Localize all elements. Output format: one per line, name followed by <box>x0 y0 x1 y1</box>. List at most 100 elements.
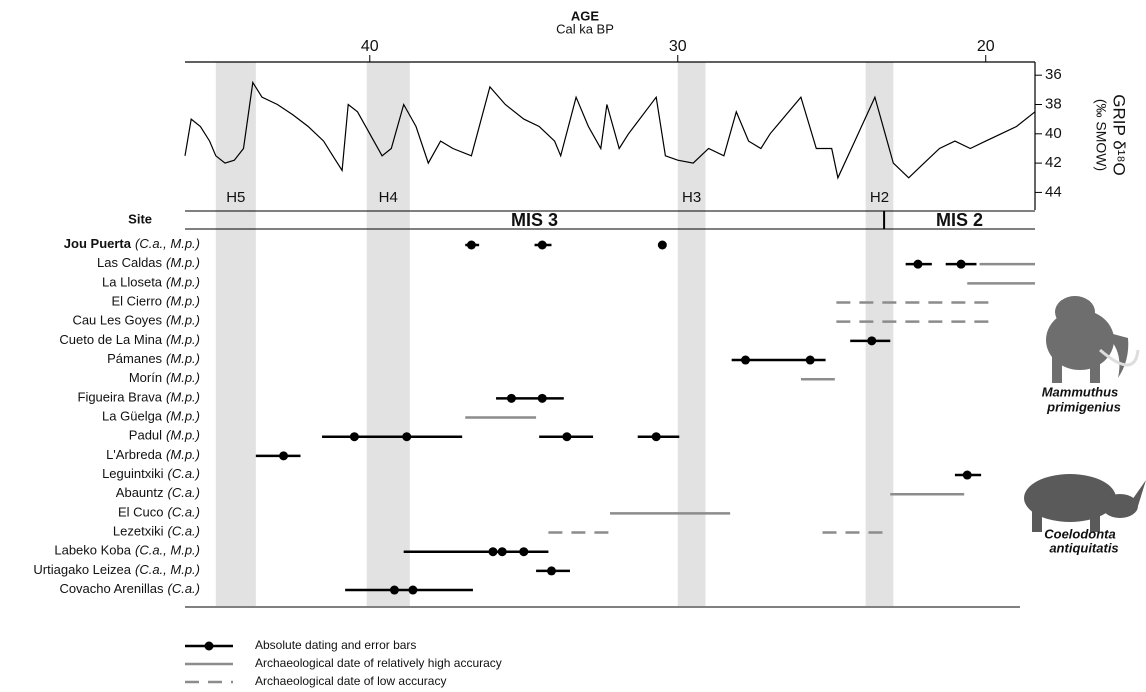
mis-label: MIS 3 <box>511 210 558 230</box>
site-taxa: (C.a., M.p.) <box>135 236 200 251</box>
x-tick-label: 40 <box>361 38 379 55</box>
site-label: L'Arbreda (M.p.) <box>106 447 200 462</box>
date-point <box>506 393 516 403</box>
date-point <box>867 336 877 346</box>
y-tick-label: 44 <box>1045 183 1062 200</box>
site-label: El Cierro (M.p.) <box>111 294 200 309</box>
site-label: Urtiagako Leizea (C.a., M.p.) <box>33 562 200 577</box>
site-label: El Cuco (C.a.) <box>118 505 200 520</box>
rhino-illustration <box>1024 474 1146 532</box>
site-name: Cueto de La Mina <box>59 332 162 347</box>
date-point <box>962 470 972 480</box>
heinrich-band <box>865 62 894 606</box>
heinrich-band <box>366 62 410 606</box>
site-name: Cau Les Goyes <box>72 313 162 328</box>
site-taxa: (M.p.) <box>166 409 200 424</box>
site-label: La Güelga (M.p.) <box>102 409 200 424</box>
axis-title: AGE <box>571 8 600 23</box>
site-taxa: (M.p.) <box>166 275 200 290</box>
heinrich-band <box>677 62 706 606</box>
site-name: Morín <box>129 371 162 386</box>
site-name: Leguintxiki <box>102 466 164 481</box>
site-taxa: (M.p.) <box>166 332 200 347</box>
site-taxa: (M.p.) <box>166 390 200 405</box>
site-taxa: (C.a.) <box>168 466 201 481</box>
site-header: Site <box>128 211 152 226</box>
site-name: La Lloseta <box>102 275 163 290</box>
date-point <box>537 393 547 403</box>
site-taxa: (M.p.) <box>166 447 200 462</box>
date-point <box>805 355 815 365</box>
site-label: Covacho Arenillas (C.a.) <box>59 581 200 596</box>
site-label: Labeko Koba (C.a., M.p.) <box>54 543 200 558</box>
date-point <box>497 547 507 557</box>
site-name: Jou Puerta <box>64 236 132 251</box>
site-label: Padul (M.p.) <box>129 428 200 443</box>
date-point <box>402 432 412 442</box>
y-tick-label: 42 <box>1045 154 1062 171</box>
site-name: El Cuco <box>118 505 164 520</box>
site-taxa: (M.p.) <box>166 294 200 309</box>
site-name: Abauntz <box>116 486 164 501</box>
species-label: primigenius <box>1046 399 1121 414</box>
site-taxa: (M.p.) <box>166 351 200 366</box>
heinrich-label: H2 <box>870 189 889 206</box>
date-point <box>913 259 923 269</box>
date-point <box>389 585 399 595</box>
y-tick-label: 36 <box>1045 66 1062 83</box>
legend-label: Archaeological date of low accuracy <box>255 674 446 688</box>
legend-label: Archaeological date of relatively high a… <box>255 656 502 670</box>
x-tick-label: 30 <box>669 38 687 55</box>
site-label: La Lloseta (M.p.) <box>102 275 200 290</box>
date-point <box>519 547 529 557</box>
site-label: Abauntz (C.a.) <box>116 486 200 501</box>
x-tick-label: 20 <box>977 38 995 55</box>
heinrich-label: H3 <box>682 189 701 206</box>
legend-swatch-point <box>204 641 214 651</box>
site-label: Figueira Brava (M.p.) <box>78 390 201 405</box>
mammoth-illustration <box>1046 296 1140 383</box>
date-point <box>657 240 667 250</box>
site-taxa: (C.a.) <box>168 581 201 596</box>
site-label: Leguintxiki (C.a.) <box>102 466 200 481</box>
heinrich-label: H5 <box>226 189 245 206</box>
site-taxa: (C.a., M.p.) <box>135 543 200 558</box>
site-name: Padul <box>129 428 162 443</box>
date-point <box>466 240 476 250</box>
heinrich-band <box>215 62 256 606</box>
legend-label: Absolute dating and error bars <box>255 638 416 652</box>
date-point <box>408 585 418 595</box>
site-label: Jou Puerta (C.a., M.p.) <box>64 236 200 251</box>
species-label: Coelodonta <box>1044 526 1116 541</box>
site-taxa: (C.a.) <box>168 524 201 539</box>
date-point <box>279 451 289 461</box>
site-name: Figueira Brava <box>78 390 163 405</box>
site-taxa: (C.a., M.p.) <box>135 562 200 577</box>
axis-subtitle: Cal ka BP <box>556 21 614 36</box>
y-axis-title: GRIP δ¹⁸O <box>1110 94 1129 176</box>
heinrich-label: H4 <box>379 189 398 206</box>
site-taxa: (M.p.) <box>166 313 200 328</box>
site-name: La Güelga <box>102 409 163 424</box>
site-label: Morín (M.p.) <box>129 371 200 386</box>
site-name: Pámanes <box>107 351 162 366</box>
site-label: Las Caldas (M.p.) <box>97 256 200 271</box>
date-point <box>546 566 556 576</box>
date-point <box>349 432 359 442</box>
site-taxa: (M.p.) <box>166 428 200 443</box>
site-taxa: (M.p.) <box>166 256 200 271</box>
date-point <box>651 432 661 442</box>
mis-label: MIS 2 <box>936 210 983 230</box>
site-name: Urtiagako Leizea <box>33 562 131 577</box>
date-point <box>488 547 498 557</box>
site-name: Lezetxiki <box>113 524 164 539</box>
site-name: Covacho Arenillas <box>59 581 164 596</box>
site-name: L'Arbreda <box>106 447 163 462</box>
grip-curve <box>184 80 1036 180</box>
date-point <box>741 355 751 365</box>
y-axis-unit: (‰ SMOW) <box>1093 99 1109 171</box>
site-taxa: (C.a.) <box>168 505 201 520</box>
site-label: Cueto de La Mina (M.p.) <box>59 332 200 347</box>
site-label: Pámanes (M.p.) <box>107 351 200 366</box>
